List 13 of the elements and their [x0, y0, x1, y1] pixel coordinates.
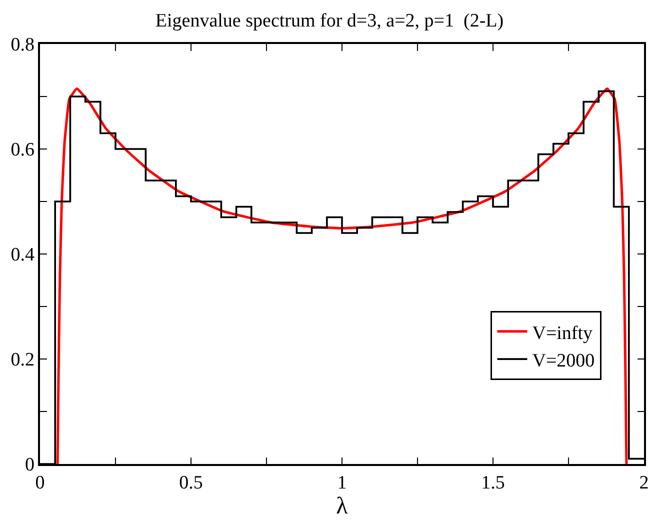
x-tick-label: 0.5	[179, 472, 203, 494]
y-tick-label: 0.2	[10, 350, 34, 371]
legend-label: V=2000	[532, 350, 595, 372]
x-axis-title: λ	[336, 494, 348, 520]
x-tick-label: 2	[639, 472, 649, 494]
y-tick-label: 0	[24, 454, 34, 476]
y-tick-label: 0.6	[10, 140, 34, 161]
chart-title: Eigenvalue spectrum for d=3, a=2, p=1 (2-L)	[155, 10, 504, 32]
x-tick-label: 1.5	[481, 472, 505, 494]
y-tick-label: 0.4	[10, 244, 35, 266]
y-tick-label: 0.8	[10, 34, 34, 56]
legend-label: V=infty	[532, 322, 594, 344]
x-tick-label: 1	[337, 472, 347, 494]
